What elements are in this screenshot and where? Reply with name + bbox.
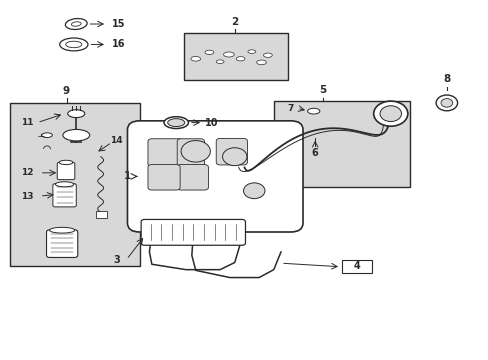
Text: 11: 11 xyxy=(21,118,34,127)
Ellipse shape xyxy=(236,57,244,61)
Ellipse shape xyxy=(256,60,266,65)
Circle shape xyxy=(373,101,407,126)
FancyBboxPatch shape xyxy=(46,230,78,257)
Text: 16: 16 xyxy=(112,40,125,49)
Text: 14: 14 xyxy=(110,136,123,145)
FancyBboxPatch shape xyxy=(53,184,76,207)
FancyBboxPatch shape xyxy=(148,165,180,190)
Bar xyxy=(96,211,106,218)
FancyBboxPatch shape xyxy=(141,220,245,245)
Text: 4: 4 xyxy=(353,261,360,271)
Text: 2: 2 xyxy=(231,17,238,27)
Ellipse shape xyxy=(223,52,234,57)
Circle shape xyxy=(435,95,457,111)
Ellipse shape xyxy=(263,53,272,57)
Text: 9: 9 xyxy=(63,86,70,96)
Ellipse shape xyxy=(307,108,319,114)
Ellipse shape xyxy=(55,182,74,187)
Text: 10: 10 xyxy=(204,118,218,128)
Text: 8: 8 xyxy=(442,74,449,84)
Ellipse shape xyxy=(63,130,89,141)
Ellipse shape xyxy=(163,117,188,129)
Ellipse shape xyxy=(59,160,73,165)
Circle shape xyxy=(181,140,210,162)
Ellipse shape xyxy=(60,38,88,51)
FancyBboxPatch shape xyxy=(127,121,303,232)
Ellipse shape xyxy=(204,50,213,54)
FancyBboxPatch shape xyxy=(57,162,75,180)
Circle shape xyxy=(440,99,452,107)
Ellipse shape xyxy=(66,41,81,48)
Ellipse shape xyxy=(49,227,75,233)
Ellipse shape xyxy=(41,133,52,138)
Text: 15: 15 xyxy=(112,19,125,29)
Ellipse shape xyxy=(190,57,200,61)
Circle shape xyxy=(379,106,401,122)
Text: 7: 7 xyxy=(287,104,293,113)
Bar xyxy=(341,260,371,273)
Circle shape xyxy=(243,183,264,199)
FancyBboxPatch shape xyxy=(148,139,182,167)
Ellipse shape xyxy=(216,60,224,63)
FancyBboxPatch shape xyxy=(177,139,204,167)
Text: 5: 5 xyxy=(318,85,325,95)
Ellipse shape xyxy=(68,110,84,118)
Text: 1: 1 xyxy=(124,171,131,181)
Ellipse shape xyxy=(65,18,87,30)
FancyBboxPatch shape xyxy=(216,138,247,165)
Circle shape xyxy=(222,148,246,166)
Bar xyxy=(183,33,288,80)
Text: 12: 12 xyxy=(21,168,34,177)
Text: 3: 3 xyxy=(113,255,120,265)
Ellipse shape xyxy=(167,119,184,127)
Text: 6: 6 xyxy=(311,148,318,158)
Text: 13: 13 xyxy=(21,192,34,201)
Bar xyxy=(10,103,140,266)
Ellipse shape xyxy=(247,50,255,53)
FancyBboxPatch shape xyxy=(177,165,208,190)
Ellipse shape xyxy=(71,22,81,26)
Bar xyxy=(273,101,409,187)
